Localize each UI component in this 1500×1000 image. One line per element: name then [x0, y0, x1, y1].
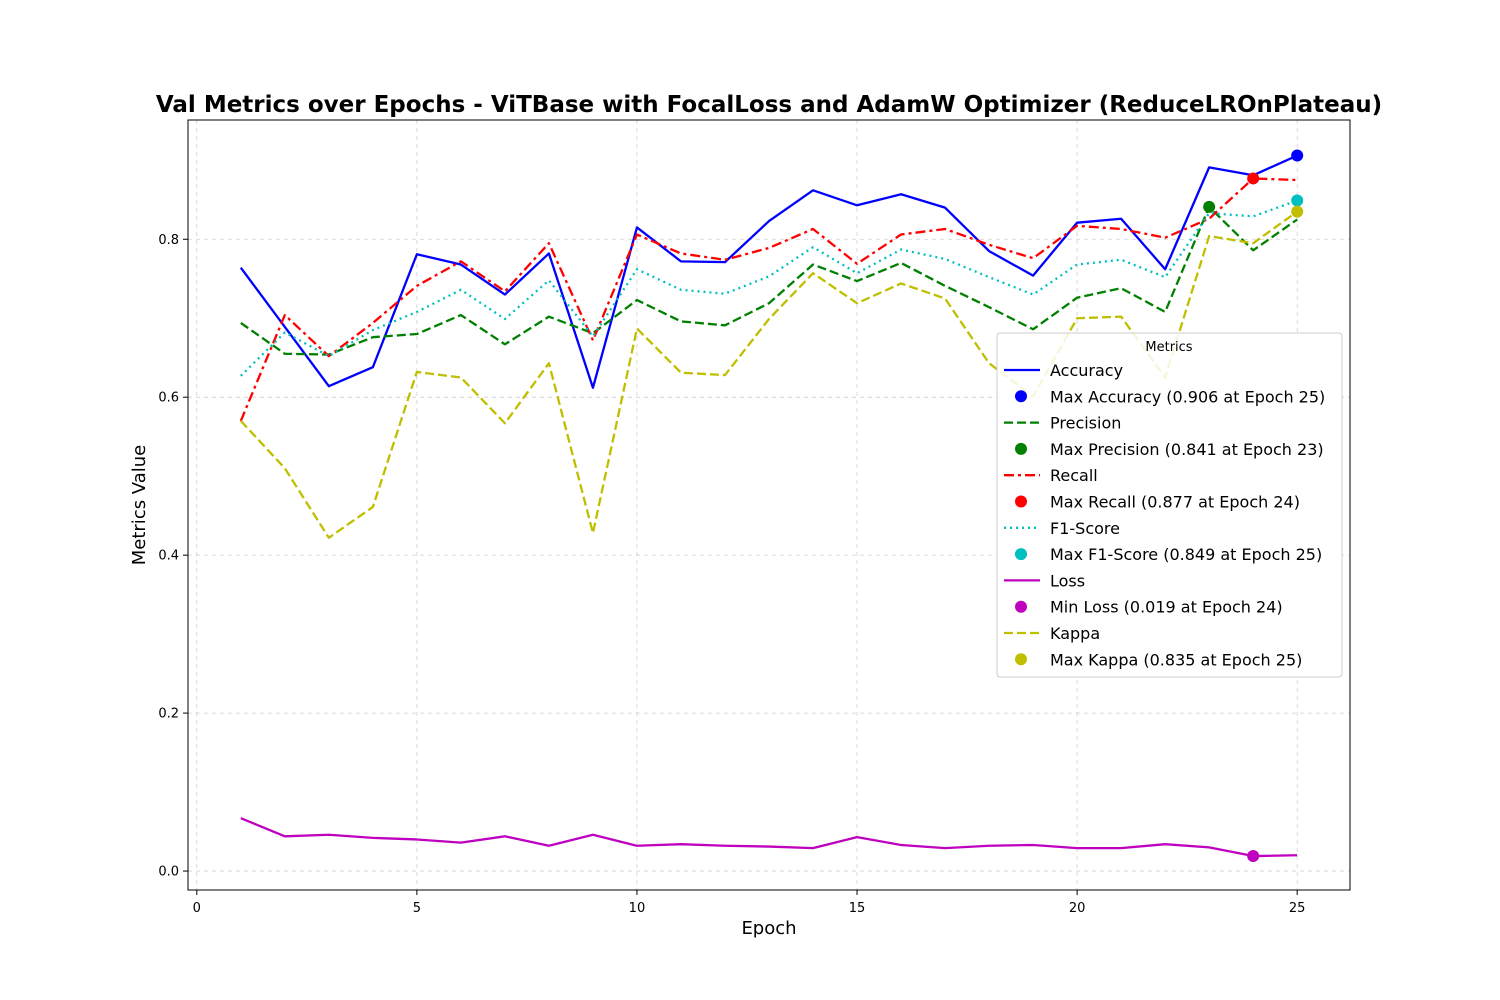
- extreme-point-recall: [1247, 172, 1260, 185]
- y-axis-label: Metrics Value: [129, 445, 150, 566]
- series-line-kappa: [239, 210, 1298, 539]
- series-layer: [239, 154, 1298, 858]
- x-tick-label: 20: [1069, 901, 1086, 916]
- legend-marker-label-precision: Max Precision (0.841 at Epoch 23): [1050, 440, 1324, 459]
- legend-marker-f1-score: [1015, 548, 1027, 561]
- legend-marker-accuracy: [1015, 390, 1027, 403]
- series-line-accuracy: [239, 154, 1298, 389]
- legend-label-kappa: Kappa: [1050, 624, 1100, 643]
- legend-marker-label-kappa: Max Kappa (0.835 at Epoch 25): [1050, 650, 1302, 669]
- x-tick-label: 5: [413, 901, 421, 916]
- extreme-point-accuracy: [1291, 149, 1304, 162]
- y-tick-label: 0.2: [158, 707, 179, 722]
- legend-title: Metrics: [1145, 340, 1192, 355]
- y-tick-label: 0.6: [158, 391, 179, 406]
- extreme-point-f1-score: [1291, 194, 1304, 207]
- x-tick-label: 25: [1289, 901, 1306, 916]
- y-tick-label: 0.4: [158, 549, 179, 564]
- legend-marker-label-accuracy: Max Accuracy (0.906 at Epoch 25): [1050, 387, 1325, 406]
- legend-label-accuracy: Accuracy: [1050, 361, 1123, 380]
- chart-title: Val Metrics over Epochs - ViTBase with F…: [156, 92, 1382, 118]
- legend-marker-label-loss: Min Loss (0.019 at Epoch 24): [1050, 598, 1283, 617]
- extreme-point-precision: [1203, 200, 1216, 213]
- x-axis: 0 5 10 15 20 25: [193, 890, 1306, 916]
- series-line-precision: [240, 205, 1298, 356]
- series-line-recall: [239, 177, 1298, 422]
- legend-marker-label-f1-score: Max F1-Score (0.849 at Epoch 25): [1050, 545, 1322, 564]
- marker-layer: [1203, 149, 1304, 863]
- legend-label-precision: Precision: [1050, 414, 1121, 433]
- legend-box: [996, 332, 1343, 678]
- series-line-f1-score: [240, 199, 1298, 377]
- legend-marker-recall: [1015, 495, 1027, 508]
- x-tick-label: 0: [193, 901, 201, 916]
- legend-marker-label-recall: Max Recall (0.877 at Epoch 24): [1050, 493, 1300, 512]
- legend: Metrics Accuracy Max Accuracy (0.906 at E…: [996, 332, 1343, 678]
- legend-label-loss: Loss: [1050, 571, 1085, 590]
- x-axis-label: Epoch: [741, 918, 796, 939]
- extreme-point-loss: [1247, 850, 1260, 863]
- legend-label-recall: Recall: [1050, 466, 1098, 485]
- legend-marker-loss: [1015, 600, 1027, 613]
- y-axis: 0.0 0.2 0.4 0.6 0.8: [158, 233, 188, 880]
- y-tick-label: 0.8: [158, 233, 179, 248]
- x-tick-label: 15: [849, 901, 866, 916]
- legend-marker-kappa: [1015, 653, 1027, 666]
- legend-marker-precision: [1015, 442, 1027, 455]
- y-tick-label: 0.0: [158, 865, 179, 880]
- legend-label-f1-score: F1-Score: [1050, 519, 1120, 538]
- extreme-point-kappa: [1291, 205, 1304, 218]
- x-tick-label: 10: [629, 901, 646, 916]
- legend-entries: Accuracy Max Accuracy (0.906 at Epoch 25)…: [1004, 361, 1325, 669]
- series-line-loss: [240, 817, 1298, 858]
- plot-frame: [187, 119, 1351, 891]
